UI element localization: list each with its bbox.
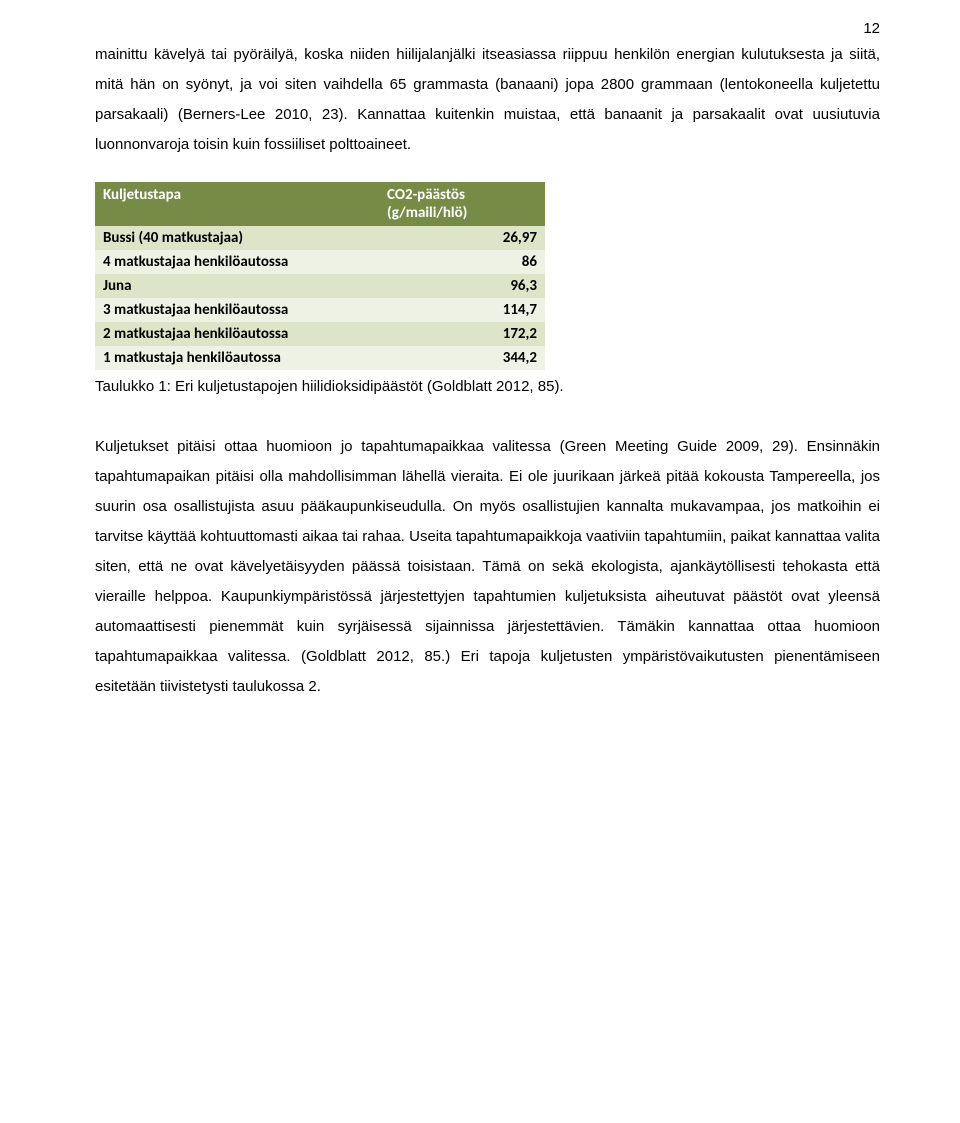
- page-number: 12: [863, 20, 880, 37]
- table-cell-value: 172,2: [379, 322, 545, 346]
- paragraph-2: Kuljetukset pitäisi ottaa huomioon jo ta…: [95, 432, 880, 702]
- table-cell-label: 4 matkustajaa henkilöautossa: [95, 250, 379, 274]
- table-header-mode: Kuljetustapa: [95, 182, 379, 226]
- table-cell-label: 3 matkustajaa henkilöautossa: [95, 298, 379, 322]
- table-header-row: Kuljetustapa CO2-päästös (g/maili/hlö): [95, 182, 545, 226]
- table-caption: Taulukko 1: Eri kuljetustapojen hiilidio…: [95, 372, 880, 402]
- table-cell-label: Juna: [95, 274, 379, 298]
- table-row: Juna 96,3: [95, 274, 545, 298]
- table-row: 2 matkustajaa henkilöautossa 172,2: [95, 322, 545, 346]
- table-header-value: CO2-päästös (g/maili/hlö): [379, 182, 545, 226]
- table-cell-value: 344,2: [379, 346, 545, 370]
- co2-emissions-table: Kuljetustapa CO2-päästös (g/maili/hlö) B…: [95, 182, 545, 370]
- table-cell-label: 1 matkustaja henkilöautossa: [95, 346, 379, 370]
- table-cell-label: Bussi (40 matkustajaa): [95, 226, 379, 250]
- table-row: 1 matkustaja henkilöautossa 344,2: [95, 346, 545, 370]
- table-cell-value: 86: [379, 250, 545, 274]
- table-cell-value: 114,7: [379, 298, 545, 322]
- table-cell-value: 26,97: [379, 226, 545, 250]
- table-cell-value: 96,3: [379, 274, 545, 298]
- table-row: 3 matkustajaa henkilöautossa 114,7: [95, 298, 545, 322]
- table-row: Bussi (40 matkustajaa) 26,97: [95, 226, 545, 250]
- paragraph-1: mainittu kävelyä tai pyöräilyä, koska ni…: [95, 40, 880, 160]
- document-page: 12 mainittu kävelyä tai pyöräilyä, koska…: [0, 0, 960, 784]
- table-row: 4 matkustajaa henkilöautossa 86: [95, 250, 545, 274]
- table-cell-label: 2 matkustajaa henkilöautossa: [95, 322, 379, 346]
